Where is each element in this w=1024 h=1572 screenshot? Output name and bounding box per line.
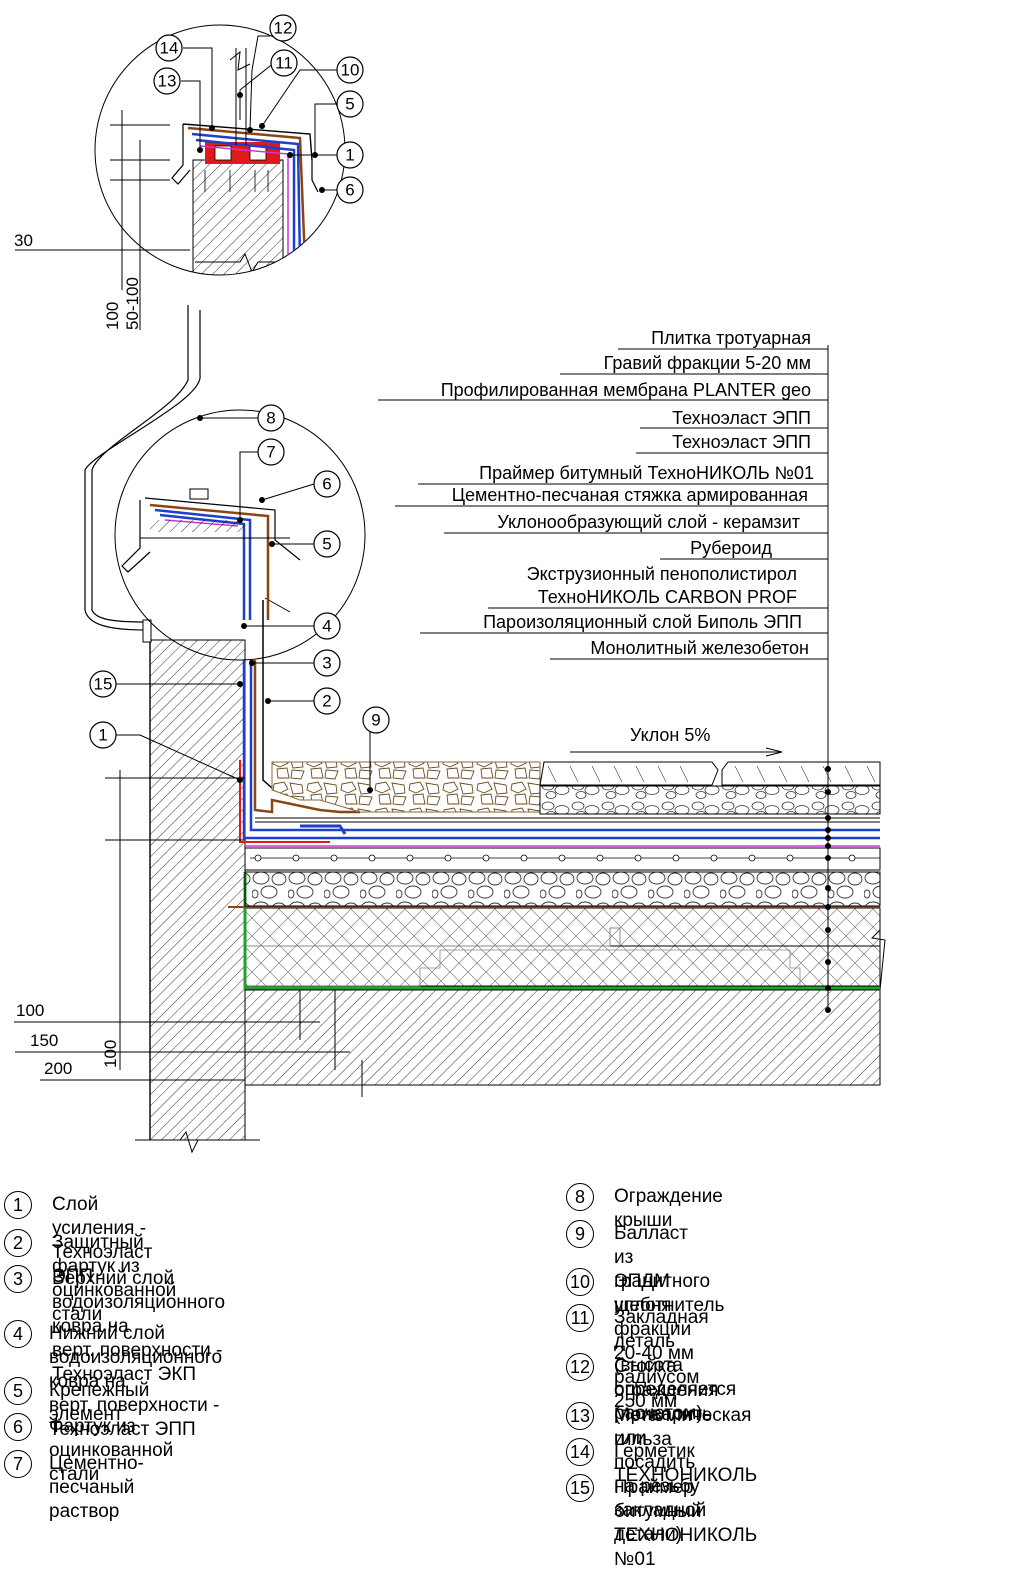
legend-item-7: 7 Цементно- песчаный раствор <box>4 1452 144 1524</box>
dim-50-100: 50-100 <box>123 277 142 330</box>
callout-1-top: 1 <box>345 146 354 165</box>
callout-6-mid: 6 <box>322 475 331 494</box>
legend-badge: 9 <box>566 1220 594 1248</box>
dim-100-top: 100 <box>103 302 122 330</box>
legend-badge: 11 <box>566 1304 594 1332</box>
layer-label-8: Уклонообразующий слой - керамзит <box>497 512 800 532</box>
layer-label-13: Монолитный железобетон <box>590 638 809 658</box>
callout-10-top: 10 <box>341 61 360 80</box>
legend-badge: 3 <box>4 1265 32 1293</box>
legend-badge: 8 <box>566 1183 594 1211</box>
dim-100: 100 <box>16 1001 44 1020</box>
layer-label-11: ТехноНИКОЛЬ CARBON PROF <box>538 587 797 607</box>
layer-label-4: Техноэласт ЭПП <box>672 408 811 428</box>
legend-text: Праймер битумный ТЕХНОНИКОЛЬ №01 <box>614 1476 757 1572</box>
legend-badge: 5 <box>4 1377 32 1405</box>
legend-badge: 2 <box>4 1229 32 1257</box>
callout-15: 15 <box>94 675 113 694</box>
legend-badge: 6 <box>4 1413 32 1441</box>
legend-badge: 4 <box>4 1320 32 1348</box>
callout-9: 9 <box>371 711 380 730</box>
callout-4: 4 <box>322 617 331 636</box>
layer-labels: Плитка тротуарная Гравий фракции 5-20 мм… <box>441 328 814 745</box>
dimension-texts: 30 100 50-100 100 150 200 100 <box>14 231 142 1078</box>
layer-label-9: Рубероид <box>690 538 772 558</box>
legend-badge: 1 <box>4 1191 32 1219</box>
callout-8: 8 <box>266 409 275 428</box>
slope-label: Уклон 5% <box>630 725 710 745</box>
layer-label-2: Гравий фракции 5-20 мм <box>604 353 811 373</box>
dim-30: 30 <box>14 231 33 250</box>
legend-badge: 14 <box>566 1438 594 1466</box>
legend-badge: 10 <box>566 1268 594 1296</box>
legend-item-15: 15 Праймер битумный ТЕХНОНИКОЛЬ №01 <box>566 1476 757 1572</box>
callout-1-main: 1 <box>98 726 107 745</box>
callout-11-top: 11 <box>275 54 293 73</box>
callout-3: 3 <box>322 654 331 673</box>
callout-7: 7 <box>266 443 275 462</box>
callout-6-top: 6 <box>345 181 354 200</box>
callout-5-top: 5 <box>345 95 354 114</box>
layer-label-7: Цементно-песчаная стяжка армированная <box>452 485 808 505</box>
dim-150: 150 <box>30 1031 58 1050</box>
layer-label-6: Праймер битумный ТехноНИКОЛЬ №01 <box>479 463 814 483</box>
callout-12-top: 12 <box>274 19 293 38</box>
layer-label-5: Техноэласт ЭПП <box>672 432 811 452</box>
callout-5-mid: 5 <box>322 535 331 554</box>
dim-200: 200 <box>44 1059 72 1078</box>
layer-label-10: Экструзионный пенополистирол <box>527 564 797 584</box>
legend-badge: 13 <box>566 1402 594 1430</box>
layer-label-3: Профилированная мембрана PLANTER geo <box>441 380 811 400</box>
callout-13-top: 13 <box>158 72 177 91</box>
dim-100-vertical: 100 <box>101 1040 120 1068</box>
layer-label-1: Плитка тротуарная <box>651 328 811 348</box>
callout-2: 2 <box>322 692 331 711</box>
legend-text: Цементно- песчаный раствор <box>49 1452 144 1524</box>
callout-14-top: 14 <box>160 39 179 58</box>
layer-label-12: Пароизоляционный слой Биполь ЭПП <box>483 612 802 632</box>
legend-badge: 15 <box>566 1474 594 1502</box>
legend-badge: 7 <box>4 1450 32 1478</box>
legend-badge: 12 <box>566 1353 594 1381</box>
